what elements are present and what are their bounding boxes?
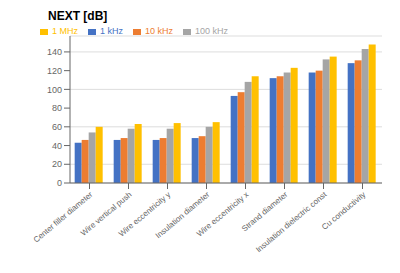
svg-text:140: 140: [47, 47, 62, 57]
svg-text:60: 60: [52, 122, 62, 132]
svg-text:Wire eccentricity y: Wire eccentricity y: [116, 190, 173, 239]
html-text:1 MHz: 1 MHz: [52, 26, 78, 36]
svg-text:20: 20: [52, 159, 62, 169]
html-text:1 kHz: 1 kHz: [100, 26, 123, 36]
svg-text:Insulation diameter: Insulation diameter: [153, 190, 212, 241]
svg-text:0: 0: [57, 178, 62, 188]
html-text:100 kHz: 100 kHz: [195, 26, 229, 36]
svg-text:100: 100: [47, 85, 62, 95]
svg-text:Wire eccentricity x: Wire eccentricity x: [195, 190, 251, 239]
svg-text:Wire vertical push: Wire vertical push: [78, 190, 134, 238]
svg-text:Center filler diameter: Center filler diameter: [31, 190, 95, 245]
svg-text:Insulation dielectric const: Insulation dielectric const: [254, 189, 329, 254]
svg-text:Cu conductivity: Cu conductivity: [320, 190, 367, 232]
svg-text:Strand diameter: Strand diameter: [240, 190, 290, 234]
svg-text:120: 120: [47, 66, 62, 76]
html-text:10 kHz: 10 kHz: [145, 26, 173, 36]
svg-text:40: 40: [52, 141, 62, 151]
html-text:NEXT [dB]: NEXT [dB]: [48, 9, 108, 23]
svg-text:80: 80: [52, 103, 62, 113]
